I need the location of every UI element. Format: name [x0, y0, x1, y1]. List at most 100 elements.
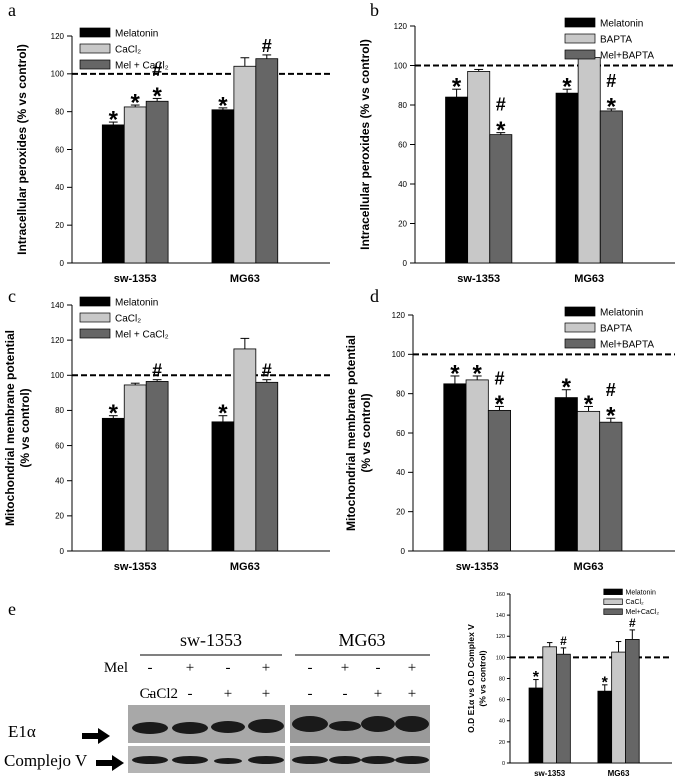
legend-swatch — [79, 328, 111, 339]
error-bar — [262, 379, 272, 383]
significance-marker: * — [152, 83, 162, 110]
y-axis-label: Mitochondrial membrane potential — [3, 330, 17, 526]
bar — [577, 410, 601, 552]
y-tick-label: 0 — [60, 259, 65, 268]
legend-swatch — [603, 598, 623, 605]
error-bar — [262, 54, 272, 59]
significance-marker: # — [606, 380, 616, 400]
error-bar — [546, 642, 553, 647]
legend-swatch — [564, 33, 596, 44]
bar — [611, 651, 626, 764]
y-tick-label: 80 — [396, 389, 405, 398]
y-tick-label: 100 — [51, 70, 65, 79]
significance-marker: * — [495, 391, 505, 418]
error-bar — [152, 379, 162, 382]
x-tick-label: MG63 — [574, 273, 604, 285]
x-tick-label: sw-1353 — [457, 273, 500, 285]
significance-marker: * — [533, 669, 540, 686]
row-label: Mel — [104, 660, 128, 676]
x-tick-label: sw-1353 — [534, 769, 566, 778]
sign: - — [226, 660, 231, 676]
bar — [445, 96, 469, 264]
legend-label: Mel + CaCl₂ — [115, 330, 169, 341]
x-tick-label: sw-1353 — [114, 561, 157, 573]
significance-marker: # — [496, 94, 506, 114]
bands — [132, 716, 429, 764]
legend-label: BAPTA — [600, 324, 632, 335]
y-tick-label: 40 — [55, 183, 64, 192]
legend-swatch — [564, 322, 596, 333]
bar — [599, 421, 623, 552]
bar — [465, 379, 489, 552]
error-bar — [495, 405, 504, 411]
bar — [233, 65, 257, 264]
legend-label: Mel+BAPTA — [600, 51, 654, 62]
sign: + — [262, 686, 270, 702]
y-tick-label: 120 — [392, 311, 406, 320]
legend-label: Mel+CaCl₂ — [626, 609, 660, 616]
legend-label: BAPTA — [600, 35, 632, 46]
panel-label: c — [8, 286, 16, 306]
significance-marker: * — [562, 74, 572, 101]
bar — [487, 409, 511, 552]
y-tick-label: 120 — [51, 336, 65, 345]
y-tick-label: 60 — [55, 441, 64, 450]
legend-swatch — [564, 306, 596, 317]
x-tick-label: MG63 — [608, 769, 630, 778]
y-tick-label: 80 — [398, 101, 407, 110]
significance-marker: # — [629, 616, 636, 630]
error-bar — [240, 57, 250, 67]
error-bar — [240, 337, 250, 349]
error-bar — [108, 121, 118, 125]
significance-marker: * — [584, 391, 594, 418]
row-label: CaCl2 — [140, 686, 178, 702]
y-axis-label: Intracellular peroxides (% vs control) — [15, 44, 29, 255]
group-label: MG63 — [338, 630, 385, 650]
legend-label: Melatonin — [115, 298, 158, 309]
bar — [489, 134, 513, 264]
error-bar — [606, 417, 616, 423]
significance-marker: * — [218, 400, 228, 427]
significance-marker: * — [131, 89, 141, 116]
error-bar — [452, 88, 462, 98]
y-tick-label: 60 — [398, 140, 407, 149]
band-label: Complejo V — [4, 751, 88, 770]
significance-marker: * — [602, 674, 609, 691]
error-bar — [606, 108, 616, 111]
sign: + — [374, 686, 382, 702]
panel-label: d — [370, 286, 379, 306]
y-tick-label: 100 — [51, 371, 65, 380]
y-tick-label: 140 — [51, 301, 65, 310]
significance-marker: # — [606, 71, 616, 91]
bar — [145, 381, 169, 552]
error-bar — [130, 104, 140, 107]
y-tick-label: 80 — [55, 406, 64, 415]
significance-marker: # — [152, 60, 162, 80]
error-bar — [629, 629, 636, 640]
sign: + — [408, 660, 416, 676]
panel-label: a — [8, 0, 16, 20]
sign: - — [343, 686, 348, 702]
legend-swatch — [79, 312, 111, 323]
legend-label: CaCl₂ — [115, 45, 141, 56]
y-tick-label: 80 — [55, 107, 64, 116]
y-tick-label: 0 — [60, 547, 65, 556]
y-tick-label: 0 — [403, 259, 408, 268]
error-bar — [602, 684, 608, 692]
significance-marker: * — [562, 374, 572, 401]
y-tick-label: 80 — [499, 676, 505, 682]
band-label: E1α — [8, 722, 36, 741]
x-tick-label: MG63 — [230, 561, 260, 573]
y-tick-label: 0 — [401, 547, 406, 556]
error-bar — [533, 679, 539, 689]
y-tick-label: 60 — [55, 145, 64, 154]
significance-marker: * — [109, 106, 119, 133]
legend-label: Melatonin — [626, 589, 656, 596]
y-tick-label: 40 — [55, 477, 64, 486]
significance-marker: # — [152, 361, 162, 381]
significance-marker: # — [494, 368, 504, 388]
legend-swatch — [564, 17, 596, 28]
bar — [528, 687, 544, 764]
group-label: sw-1353 — [180, 630, 242, 650]
